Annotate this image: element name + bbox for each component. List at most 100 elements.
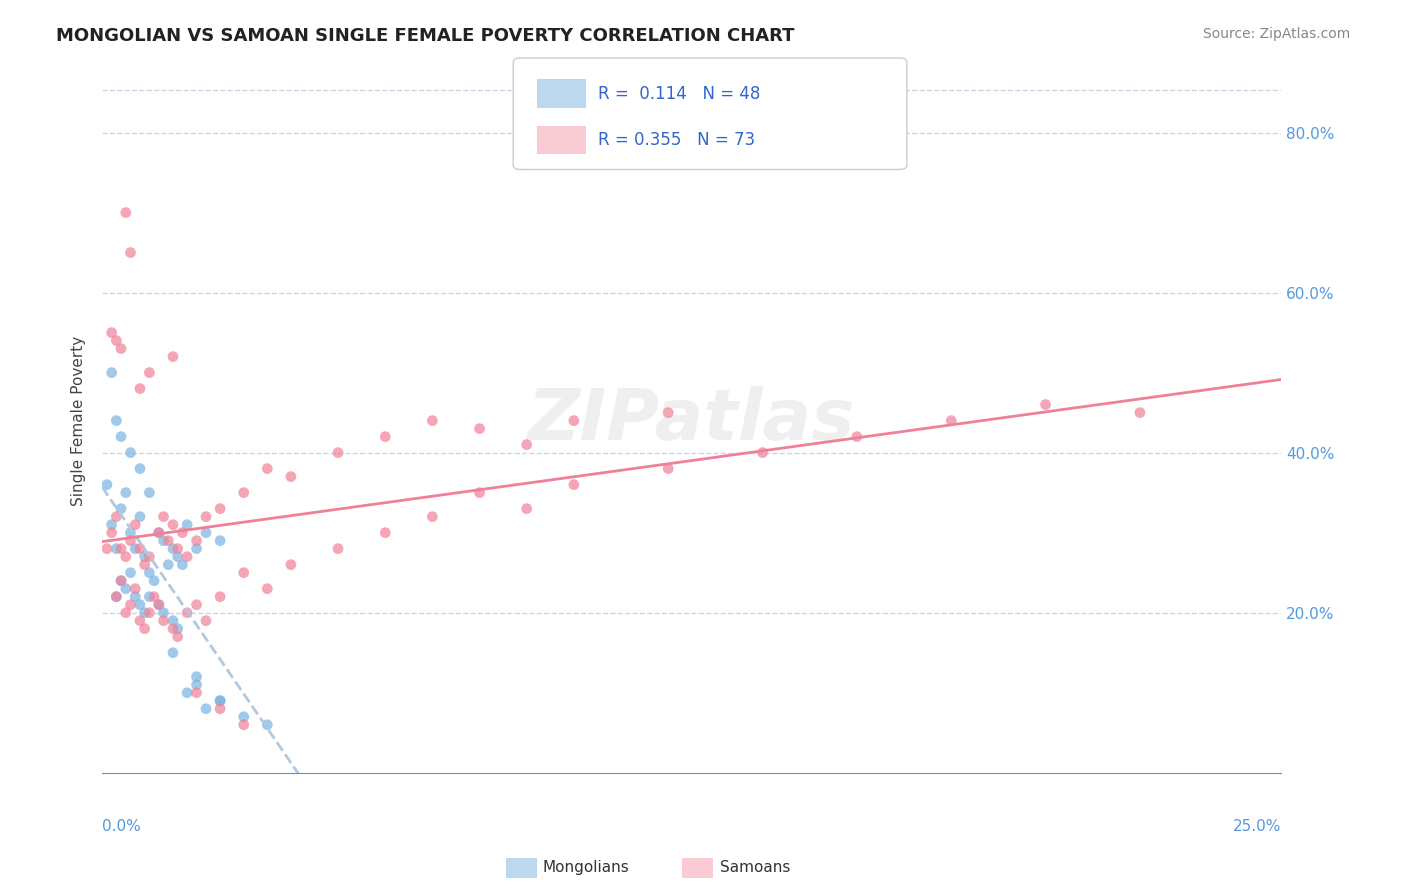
Point <box>162 541 184 556</box>
Point <box>120 598 142 612</box>
Point <box>326 445 349 459</box>
Point <box>209 533 232 548</box>
Point <box>176 686 198 700</box>
Point <box>120 525 142 540</box>
Point <box>195 509 218 524</box>
Point <box>562 477 585 491</box>
Point <box>195 702 218 716</box>
Point <box>105 334 128 348</box>
Point <box>143 590 166 604</box>
Point <box>124 517 146 532</box>
Point <box>162 646 184 660</box>
Point <box>657 461 679 475</box>
Point <box>134 606 156 620</box>
Point <box>110 574 132 588</box>
Point <box>162 350 184 364</box>
Point <box>176 517 198 532</box>
Text: MONGOLIAN VS SAMOAN SINGLE FEMALE POVERTY CORRELATION CHART: MONGOLIAN VS SAMOAN SINGLE FEMALE POVERT… <box>56 27 794 45</box>
Point <box>100 525 122 540</box>
Point <box>562 414 585 428</box>
Point <box>96 477 118 491</box>
Y-axis label: Single Female Poverty: Single Female Poverty <box>72 335 86 506</box>
Point <box>114 485 136 500</box>
Point <box>256 717 278 731</box>
Point <box>162 517 184 532</box>
Point <box>124 541 146 556</box>
Point <box>129 598 152 612</box>
Point <box>516 501 538 516</box>
Point <box>138 590 160 604</box>
Point <box>138 485 160 500</box>
Point <box>138 366 160 380</box>
Point <box>114 582 136 596</box>
Point <box>148 598 170 612</box>
Point <box>129 509 152 524</box>
Point <box>166 541 188 556</box>
Point <box>209 702 232 716</box>
Point <box>100 366 122 380</box>
Point <box>124 582 146 596</box>
Point <box>100 517 122 532</box>
Point <box>195 525 218 540</box>
Text: ZIPatlas: ZIPatlas <box>529 386 855 455</box>
Point <box>162 614 184 628</box>
Point <box>148 598 170 612</box>
Point <box>209 694 232 708</box>
Point <box>468 485 491 500</box>
Point <box>138 606 160 620</box>
Point <box>134 558 156 572</box>
Point <box>114 606 136 620</box>
Point <box>516 437 538 451</box>
Point <box>114 549 136 564</box>
Point <box>186 541 208 556</box>
Point <box>105 414 128 428</box>
Point <box>195 614 218 628</box>
Point <box>152 533 174 548</box>
Point <box>326 541 349 556</box>
Point <box>232 710 254 724</box>
Point <box>148 525 170 540</box>
Point <box>105 590 128 604</box>
Point <box>209 590 232 604</box>
Point <box>105 509 128 524</box>
Point <box>120 566 142 580</box>
Text: Samoans: Samoans <box>720 861 790 875</box>
Point <box>124 590 146 604</box>
Text: Source: ZipAtlas.com: Source: ZipAtlas.com <box>1202 27 1350 41</box>
Point <box>256 582 278 596</box>
Point <box>468 422 491 436</box>
Point <box>1035 398 1057 412</box>
Point <box>110 541 132 556</box>
Point <box>422 509 444 524</box>
Text: 25.0%: 25.0% <box>1233 819 1281 833</box>
Point <box>143 574 166 588</box>
Point <box>374 430 396 444</box>
Point <box>209 694 232 708</box>
Point <box>172 558 194 572</box>
Point <box>134 622 156 636</box>
Point <box>129 614 152 628</box>
Point <box>186 670 208 684</box>
Point <box>96 541 118 556</box>
Point <box>232 485 254 500</box>
Point <box>110 574 132 588</box>
Point <box>657 406 679 420</box>
Point <box>129 541 152 556</box>
Point <box>186 678 208 692</box>
Point <box>162 622 184 636</box>
Point <box>941 414 963 428</box>
Text: Mongolians: Mongolians <box>543 861 630 875</box>
Point <box>172 525 194 540</box>
Point <box>157 533 180 548</box>
Point <box>186 598 208 612</box>
Text: R = 0.355   N = 73: R = 0.355 N = 73 <box>598 131 755 149</box>
Point <box>129 382 152 396</box>
Point <box>232 566 254 580</box>
Point <box>110 430 132 444</box>
Point <box>105 590 128 604</box>
Point <box>751 445 773 459</box>
Text: R =  0.114   N = 48: R = 0.114 N = 48 <box>598 85 759 103</box>
Point <box>256 461 278 475</box>
Point <box>152 509 174 524</box>
Text: 0.0%: 0.0% <box>103 819 141 833</box>
